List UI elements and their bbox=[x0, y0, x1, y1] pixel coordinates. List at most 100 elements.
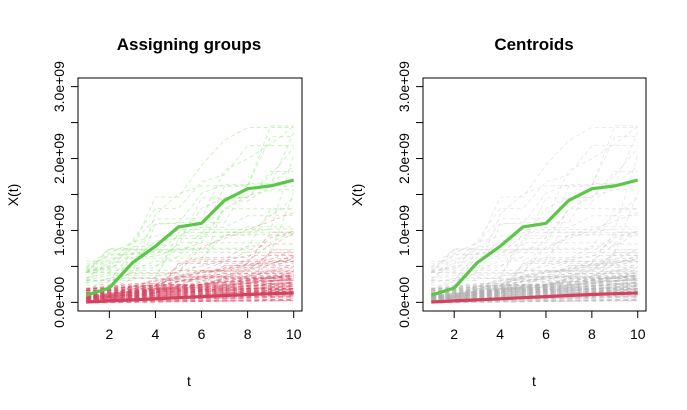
trajectory-line bbox=[85, 127, 294, 274]
trajectory-line bbox=[86, 230, 294, 291]
trajectory-line bbox=[431, 256, 638, 295]
y-tick-label: 1.0e+09 bbox=[51, 205, 67, 256]
centroid-line-high bbox=[430, 178, 639, 297]
trajectory-line bbox=[85, 234, 294, 284]
trajectory-line bbox=[85, 197, 295, 281]
trajectory-line bbox=[86, 277, 294, 297]
y-axis-label: X(t) bbox=[5, 184, 21, 207]
trajectory-line bbox=[86, 258, 294, 300]
trajectory-line bbox=[86, 270, 294, 294]
trajectory-line bbox=[86, 260, 294, 291]
trajectory-line bbox=[86, 232, 294, 293]
centroid-line-low bbox=[431, 291, 638, 304]
trajectory-line bbox=[86, 231, 294, 295]
trajectory-line bbox=[431, 235, 638, 289]
trajectory-line bbox=[431, 234, 638, 284]
trajectory-line bbox=[431, 125, 638, 274]
trajectory-line bbox=[431, 258, 638, 294]
chart-title: Centroids bbox=[494, 35, 573, 54]
trajectory-line bbox=[86, 243, 294, 291]
trajectory-line bbox=[431, 185, 638, 271]
x-tick-label: 6 bbox=[198, 326, 206, 342]
chart-panel-centroids: Centroids t X(t) 2 4 6 8 10 0.0e+00 1.0e+09 2.0… bbox=[349, 35, 647, 389]
trajectory-line bbox=[431, 258, 638, 300]
trajectory-line bbox=[86, 268, 294, 300]
trajectory-line bbox=[86, 185, 294, 271]
trajectory-line bbox=[86, 230, 294, 270]
trajectory-line bbox=[86, 189, 294, 279]
background-trajectories bbox=[430, 125, 639, 304]
trajectory-line bbox=[431, 274, 638, 303]
trajectory-line bbox=[431, 132, 639, 268]
trajectory-line bbox=[86, 272, 294, 294]
trajectory-line bbox=[431, 189, 638, 279]
trajectory-line bbox=[86, 228, 294, 273]
trajectory-band bbox=[86, 288, 294, 301]
trajectory-line bbox=[86, 132, 295, 269]
trajectory-line bbox=[431, 208, 638, 286]
x-tick-label: 2 bbox=[450, 326, 458, 342]
trajectory-line bbox=[431, 270, 638, 294]
trajectory-band bbox=[431, 288, 638, 301]
trajectory-line bbox=[85, 155, 295, 273]
y-axis-label: X(t) bbox=[349, 184, 365, 207]
trajectory-line bbox=[431, 127, 638, 274]
x-tick-label: 10 bbox=[630, 326, 646, 342]
trajectory-line bbox=[431, 260, 638, 297]
trajectory-line bbox=[431, 257, 638, 295]
trajectory-line bbox=[86, 249, 294, 296]
trajectory-line bbox=[431, 262, 638, 296]
x-tick-label: 6 bbox=[542, 326, 550, 342]
trajectory-band bbox=[86, 278, 294, 299]
trajectory-line bbox=[431, 272, 638, 294]
chart-panel-assigning-groups: Assigning groups t X(t) 2 4 6 8 10 0.0e+00 1.0… bbox=[5, 35, 303, 389]
trajectory-band bbox=[86, 274, 294, 298]
trajectory-line bbox=[86, 277, 294, 294]
trajectory-line bbox=[431, 232, 638, 293]
trajectory-line bbox=[431, 145, 638, 265]
trajectory-line bbox=[86, 258, 294, 294]
trajectory-line bbox=[85, 248, 294, 268]
trajectory-line bbox=[431, 265, 638, 298]
trajectory-band bbox=[86, 281, 294, 300]
trajectory-line bbox=[431, 155, 639, 272]
trajectory-band bbox=[431, 284, 638, 300]
trajectory-line bbox=[86, 147, 295, 273]
trajectory-line bbox=[86, 125, 294, 273]
trajectory-band bbox=[431, 281, 638, 300]
trajectory-line bbox=[86, 274, 294, 303]
trajectory-line bbox=[86, 280, 294, 303]
trajectory-line bbox=[431, 166, 638, 281]
trajectory-line bbox=[431, 277, 638, 294]
trajectory-line bbox=[86, 255, 294, 291]
trajectory-line bbox=[86, 270, 294, 295]
trajectory-line bbox=[431, 271, 638, 292]
trajectory-line bbox=[431, 255, 638, 291]
trajectory-line bbox=[86, 249, 294, 297]
trajectory-band bbox=[86, 284, 294, 300]
y-tick-label: 0.0e+00 bbox=[396, 277, 412, 328]
trajectory-line bbox=[431, 249, 638, 297]
x-tick-label: 4 bbox=[496, 326, 504, 342]
trajectory-line bbox=[431, 208, 638, 269]
x-tick-label: 8 bbox=[588, 326, 596, 342]
y-tick-label: 2.0e+09 bbox=[51, 133, 67, 184]
trajectory-line bbox=[430, 197, 638, 281]
background-trajectories bbox=[85, 125, 295, 304]
trajectory-band bbox=[431, 278, 638, 299]
centroid-line-high bbox=[85, 178, 295, 297]
trajectory-line bbox=[431, 277, 638, 297]
trajectory-band bbox=[431, 274, 638, 298]
trajectory-line bbox=[431, 261, 638, 294]
trajectory-line bbox=[431, 228, 638, 273]
trajectory-line bbox=[431, 136, 638, 273]
y-tick-label: 3.0e+09 bbox=[51, 61, 67, 112]
y-tick-label: 2.0e+09 bbox=[396, 133, 412, 184]
trajectory-line bbox=[86, 261, 294, 294]
trajectory-line bbox=[86, 214, 294, 262]
trajectory-line bbox=[86, 257, 294, 295]
trajectory-line bbox=[86, 226, 294, 279]
x-axis-label: t bbox=[187, 373, 191, 389]
trajectory-line bbox=[431, 249, 638, 296]
